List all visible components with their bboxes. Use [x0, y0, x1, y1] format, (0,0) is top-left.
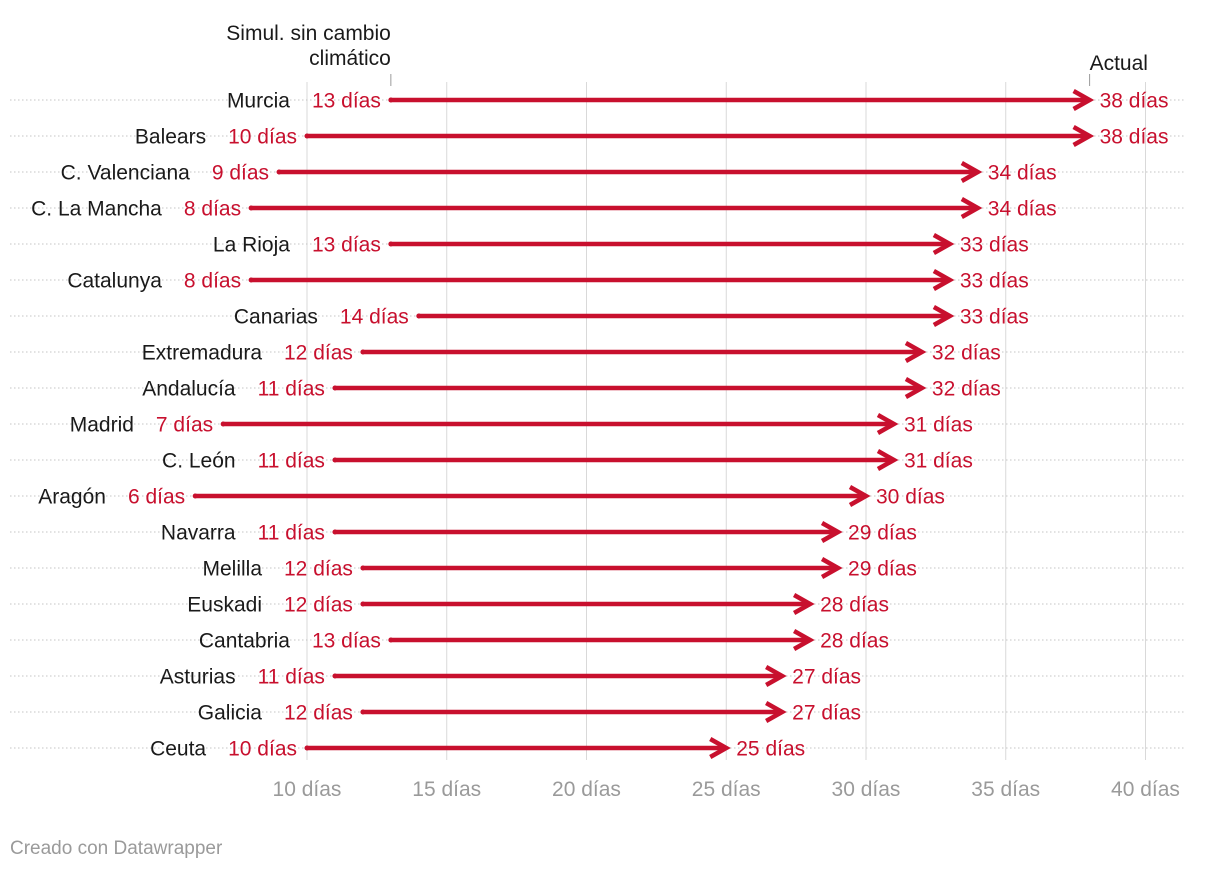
end-value-label: 28 días	[820, 630, 889, 653]
start-value-label: 11 días	[258, 666, 325, 689]
x-tick-label: 10 días	[273, 778, 342, 801]
start-value-label: 9 días	[212, 162, 269, 185]
region-label: Asturias	[160, 666, 236, 689]
start-value-label: 7 días	[156, 414, 213, 437]
region-label: Canarias	[234, 306, 318, 329]
start-value-label: 14 días	[340, 306, 409, 329]
region-label: Cantabria	[199, 630, 290, 653]
arrow-head	[709, 737, 731, 759]
start-annotation-label: Simul. sin cambio	[226, 22, 391, 45]
arrow-head	[792, 629, 815, 651]
start-value-label: 6 días	[128, 486, 185, 509]
x-tick-label: 35 días	[971, 778, 1040, 801]
region-label: C. León	[162, 450, 236, 473]
start-annotation-label: climático	[309, 47, 391, 70]
end-value-label: 31 días	[904, 450, 973, 473]
start-value-label: 10 días	[228, 126, 297, 149]
start-value-label: 13 días	[312, 234, 381, 257]
end-value-label: 33 días	[960, 234, 1029, 257]
region-label: Euskadi	[187, 594, 262, 617]
start-value-label: 13 días	[312, 90, 381, 113]
arrow-head	[1072, 89, 1095, 111]
arrow-head	[820, 557, 843, 579]
start-value-label: 10 días	[228, 738, 297, 761]
arrow-head	[932, 305, 955, 327]
arrow-head	[876, 413, 899, 435]
end-value-label: 29 días	[848, 522, 917, 545]
end-value-label: 33 días	[960, 270, 1029, 293]
region-label: Galicia	[198, 702, 263, 725]
region-label: Catalunya	[67, 270, 162, 293]
region-label: La Rioja	[213, 234, 290, 257]
end-value-label: 25 días	[736, 738, 805, 761]
x-tick-label: 30 días	[832, 778, 901, 801]
region-label: Ceuta	[150, 738, 206, 761]
end-value-label: 34 días	[988, 162, 1057, 185]
arrow-head	[792, 593, 815, 615]
end-value-label: 30 días	[876, 486, 945, 509]
start-value-label: 11 días	[258, 450, 325, 473]
region-label: Aragón	[38, 486, 106, 509]
region-label: Murcia	[227, 90, 290, 113]
start-value-label: 11 días	[258, 378, 325, 401]
arrow-head	[932, 269, 955, 291]
start-value-label: 8 días	[184, 198, 241, 221]
end-value-label: 31 días	[904, 414, 973, 437]
start-value-label: 13 días	[312, 630, 381, 653]
x-tick-label: 20 días	[552, 778, 621, 801]
region-label: Melilla	[202, 558, 262, 581]
x-tick-label: 25 días	[692, 778, 761, 801]
arrow-head	[876, 449, 899, 471]
start-value-label: 8 días	[184, 270, 241, 293]
region-label: Navarra	[161, 522, 236, 545]
start-value-label: 12 días	[284, 342, 353, 365]
region-label: Balears	[135, 126, 206, 149]
arrow-head	[820, 521, 843, 543]
end-annotation-label: Actual	[1090, 52, 1148, 75]
arrow-head	[904, 341, 927, 363]
arrow-head	[765, 701, 787, 723]
arrow-head	[1072, 125, 1095, 147]
end-value-label: 29 días	[848, 558, 917, 581]
region-label: C. La Mancha	[31, 198, 162, 221]
start-value-label: 11 días	[258, 522, 325, 545]
end-value-label: 28 días	[820, 594, 889, 617]
end-value-label: 38 días	[1100, 126, 1169, 149]
end-value-label: 33 días	[960, 306, 1029, 329]
grid-lines	[306, 82, 1146, 760]
arrow-head	[932, 233, 955, 255]
arrow-head	[848, 485, 871, 507]
x-tick-label: 15 días	[412, 778, 481, 801]
arrow-head	[960, 197, 983, 219]
arrows	[192, 89, 1095, 759]
end-value-label: 34 días	[988, 198, 1057, 221]
region-label: Madrid	[70, 414, 134, 437]
start-value-label: 12 días	[284, 558, 353, 581]
region-label: C. Valenciana	[61, 162, 191, 185]
region-label: Andalucía	[142, 378, 236, 401]
end-value-label: 27 días	[792, 666, 861, 689]
x-tick-label: 40 días	[1111, 778, 1180, 801]
end-value-label: 27 días	[792, 702, 861, 725]
arrow-head	[960, 161, 983, 183]
end-value-label: 38 días	[1100, 90, 1169, 113]
x-axis-ticks: 10 días 15 días 20 días 25 días 30 días 35 dí…	[273, 778, 1180, 801]
start-value-label: 12 días	[284, 702, 353, 725]
end-value-label: 32 días	[932, 378, 1001, 401]
footer-credit[interactable]: Creado con Datawrapper	[10, 838, 223, 859]
region-label: Extremadura	[142, 342, 263, 365]
labels: 13 días Murcia 38 días 10 días Balears 38 día…	[31, 90, 1168, 761]
arrow-head	[904, 377, 927, 399]
start-value-label: 12 días	[284, 594, 353, 617]
arrow-head	[765, 665, 787, 687]
end-value-label: 32 días	[932, 342, 1001, 365]
